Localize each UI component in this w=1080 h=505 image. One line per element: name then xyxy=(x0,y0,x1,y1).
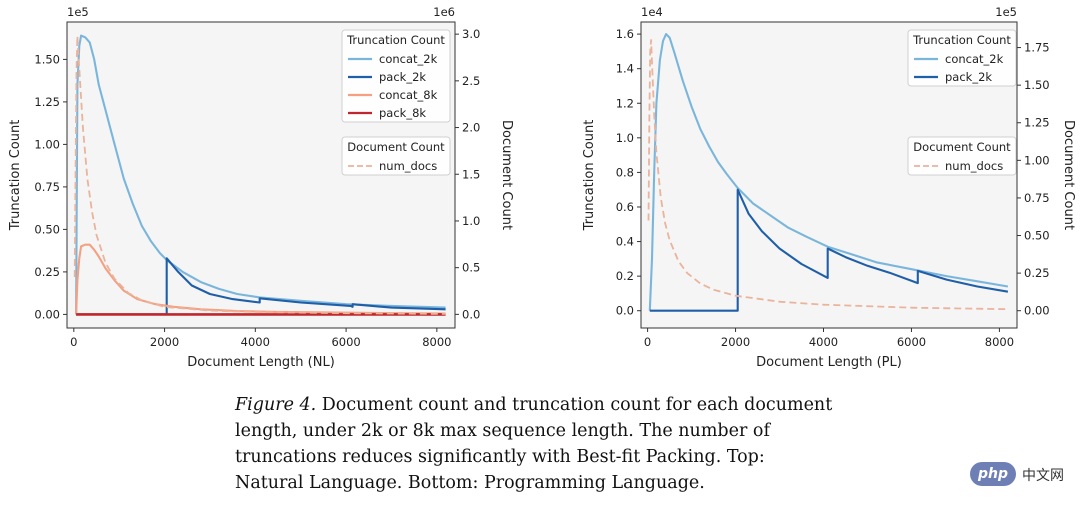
y-right-tick-label: 1.00 xyxy=(1024,153,1050,167)
legend-label-pack_2k: pack_2k xyxy=(945,70,992,84)
y-right-tick-label: 3.0 xyxy=(462,27,480,41)
y-left-tick-label: 0.6 xyxy=(616,200,634,214)
series-line-num_docs xyxy=(73,35,446,315)
y-right-axis-label: Document Count xyxy=(499,120,514,230)
watermark: php 中文网 xyxy=(970,460,1080,490)
y-left-tick-label: 0.0 xyxy=(616,304,634,318)
y-left-axis-label: Truncation Count xyxy=(8,120,23,232)
y-left-tick-label: 0.75 xyxy=(34,180,60,194)
legend-truncation-box xyxy=(341,29,451,123)
legend-document-title: Document Count xyxy=(347,140,445,154)
y-left-tick-label: 0.00 xyxy=(34,307,60,321)
y-left-tick-label: 0.8 xyxy=(616,165,634,179)
y-right-axis-label: Document Count xyxy=(1061,120,1076,230)
caption-text: Document count and truncation count for … xyxy=(235,395,833,493)
y-right-offset-label: 1e5 xyxy=(995,5,1017,19)
legend-truncation-box xyxy=(907,29,1017,87)
y-left-tick-label: 1.25 xyxy=(34,95,60,109)
left-chart: 0 2000 4000 6000 8000 0.00 0.25 0.50 0.75 1.00 1.2… xyxy=(8,5,514,370)
series-line-num_docs xyxy=(647,39,1008,311)
legend-label-pack_2k: pack_2k xyxy=(379,70,426,84)
series-line-pack_2k xyxy=(649,188,1009,312)
legend-label-num_docs: num_docs xyxy=(945,159,1003,173)
y-right-tick-label: 0.75 xyxy=(1024,191,1050,205)
legend-label-concat_2k: concat_2k xyxy=(945,52,1004,66)
right-chart: 0 2000 4000 6000 8000 0.0 0.2 0.4 0.6 0.8 1.0 1.2 1.… xyxy=(582,5,1076,370)
figure-charts: 0 2000 4000 6000 80000.000.250.500.751.001.2… xyxy=(8,5,1076,370)
legend-label-concat_2k: concat_2k xyxy=(379,52,438,66)
x-tick-label: 6000 xyxy=(897,335,926,349)
x-tick-label: 2000 xyxy=(150,335,179,349)
x-tick-label: 0 xyxy=(70,335,77,349)
y-right-tick-label: 1.5 xyxy=(462,167,480,181)
x-tick-label: 0 xyxy=(644,335,651,349)
y-left-tick-label: 1.00 xyxy=(34,137,60,151)
x-tick-label: 2000 xyxy=(721,335,750,349)
y-left-tick-label: 0.50 xyxy=(34,222,60,236)
watermark-php-badge: php xyxy=(970,462,1016,486)
legend-truncation-title: Truncation Count xyxy=(346,33,445,47)
y-right-tick-label: 0.0 xyxy=(462,307,480,321)
x-tick-label: 4000 xyxy=(809,335,838,349)
legend-label-num_docs: num_docs xyxy=(379,159,437,173)
y-left-tick-label: 1.4 xyxy=(616,62,634,76)
legend-label-pack_8k: pack_8k xyxy=(379,106,426,120)
watermark-site-text: 中文网 xyxy=(1022,468,1064,484)
y-right-offset-label: 1e6 xyxy=(433,5,455,19)
y-right-tick-label: 1.75 xyxy=(1024,41,1050,55)
axes-frame xyxy=(640,21,1018,329)
series-line-pack_2k xyxy=(76,257,446,316)
y-left-offset-label: 1e4 xyxy=(641,5,663,19)
x-tick-label: 6000 xyxy=(331,335,360,349)
y-left-tick-label: 0.4 xyxy=(616,235,634,249)
axes-frame xyxy=(66,21,456,329)
y-right-tick-label: 2.0 xyxy=(462,121,480,135)
y-right-tick-label: 0.50 xyxy=(1024,229,1050,243)
y-right-tick-label: 1.50 xyxy=(1024,78,1050,92)
legend-truncation-title: Truncation Count xyxy=(912,33,1011,47)
y-left-tick-label: 1.0 xyxy=(616,131,634,145)
y-left-tick-label: 1.6 xyxy=(616,27,634,41)
y-left-tick-label: 0.2 xyxy=(616,269,634,283)
x-tick-label: 4000 xyxy=(241,335,270,349)
legend-document-title: Document Count xyxy=(913,140,1011,154)
x-tick-label: 8000 xyxy=(985,335,1014,349)
series-line-concat_2k xyxy=(648,33,1009,311)
y-right-tick-label: 0.25 xyxy=(1024,266,1050,280)
y-left-tick-label: 1.50 xyxy=(34,52,60,66)
x-axis-label: Document Length (PL) xyxy=(756,355,902,370)
y-right-tick-label: 0.00 xyxy=(1024,304,1050,318)
legend-label-concat_8k: concat_8k xyxy=(379,88,438,102)
y-left-axis-label: Truncation Count xyxy=(582,120,597,232)
y-right-tick-label: 0.5 xyxy=(462,261,480,275)
y-right-tick-label: 2.5 xyxy=(462,74,480,88)
y-right-tick-label: 1.25 xyxy=(1024,116,1050,130)
y-right-tick-label: 1.0 xyxy=(462,214,480,228)
y-left-offset-label: 1e5 xyxy=(67,5,89,19)
figure-label: Figure 4. xyxy=(235,395,317,415)
figure-caption: Figure 4. Document count and truncation … xyxy=(235,392,835,496)
y-left-tick-label: 0.25 xyxy=(34,265,60,279)
x-axis-label: Document Length (NL) xyxy=(187,355,335,370)
y-left-tick-label: 1.2 xyxy=(616,96,634,110)
x-tick-label: 8000 xyxy=(422,335,451,349)
